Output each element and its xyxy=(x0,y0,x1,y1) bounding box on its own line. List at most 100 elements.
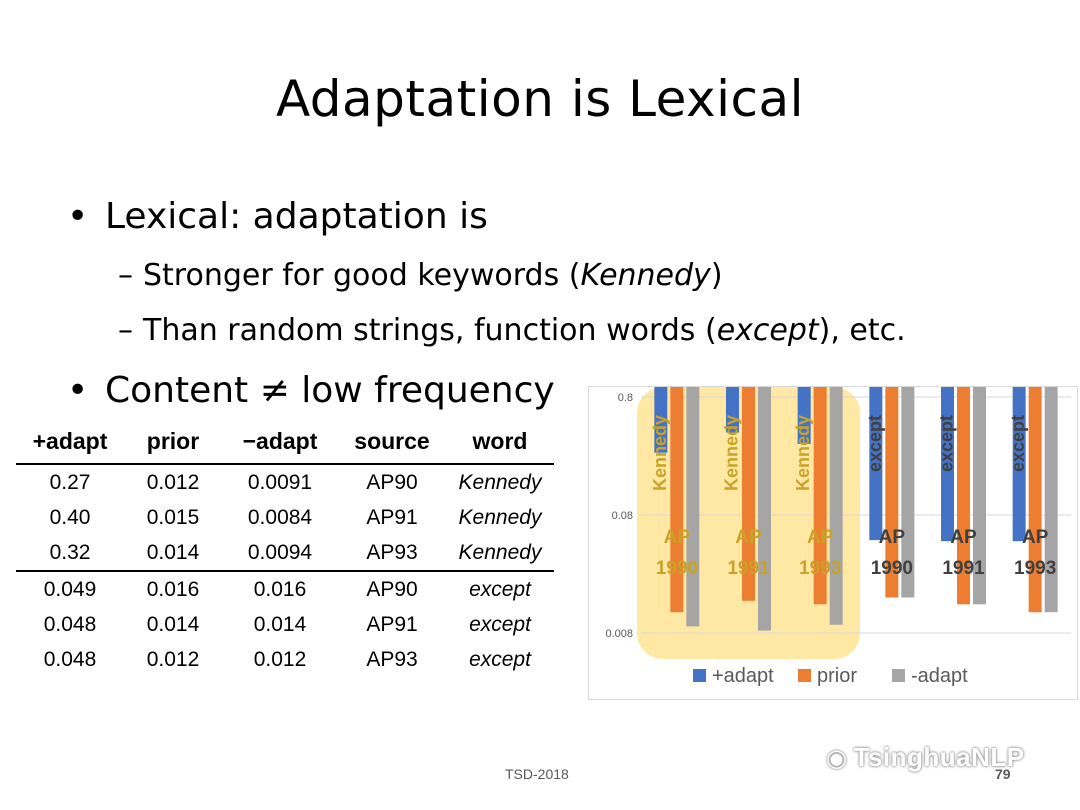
legend-label-prior: prior xyxy=(817,665,857,687)
category-label-line1: AP xyxy=(664,527,691,548)
category-word-label: Kennedy xyxy=(793,415,813,491)
bar-adapt-3 xyxy=(869,387,883,541)
cell-adapt-minus: 0.0084 xyxy=(247,505,313,529)
cell-adapt-plus: 0.048 xyxy=(43,647,97,671)
col-header-prior: prior xyxy=(124,424,222,465)
bullet-text: Lexical: adaptation is xyxy=(105,196,488,237)
bullet-content: • Content ≠ low frequency xyxy=(67,370,555,411)
cell-source: AP91 xyxy=(366,505,418,529)
category-word-label: Kennedy xyxy=(650,415,670,491)
category-label-line1: AP xyxy=(1022,527,1049,548)
bullet-marker: • xyxy=(67,196,89,237)
adaptation-bar-chart: 0.8 0.08 0.008 Kennedy AP 1990 Kennedy AP 1991 Ke… xyxy=(588,386,1078,700)
cell-source: AP90 xyxy=(366,577,418,601)
col-header-word: word xyxy=(446,424,554,465)
cell-source: AP91 xyxy=(366,612,418,636)
legend-swatch-prior xyxy=(798,669,811,682)
col-header-adapt-minus: −adapt xyxy=(222,424,338,465)
sub-bullet-text: Stronger for good keywords ( xyxy=(143,258,581,293)
sub-bullet-text-end: ) xyxy=(710,258,723,293)
bar-prior-1 xyxy=(742,387,755,601)
category-label-line1: AP xyxy=(950,527,977,548)
category-label-line1: AP xyxy=(735,527,762,548)
sub-bullet-dash: – xyxy=(118,313,133,348)
cell-source: AP93 xyxy=(366,647,418,671)
legend-swatch-adapt xyxy=(693,669,706,682)
sub-bullet-than: – Than random strings, function words (ex… xyxy=(118,313,906,348)
bar-adapt-5 xyxy=(1044,387,1058,613)
bar-prior-5 xyxy=(1028,387,1042,613)
cell-prior: 0.012 xyxy=(146,647,200,671)
bar-adapt-0 xyxy=(654,387,668,453)
table-row: 0.048 0.014 0.014 AP91 except xyxy=(16,607,554,642)
cell-adapt-minus: 0.0094 xyxy=(222,535,338,572)
cell-adapt-plus: 0.32 xyxy=(16,535,124,572)
bullet-marker: • xyxy=(67,370,89,411)
category-label-line2: 1993 xyxy=(1014,558,1056,579)
y-tick-label: 0.8 xyxy=(618,392,633,404)
bar-prior-4 xyxy=(957,387,970,605)
sub-bullet-emphasis: except xyxy=(716,313,819,348)
bar-adapt-5 xyxy=(1012,387,1026,542)
slide-title: Adaptation is Lexical xyxy=(275,70,805,128)
category-label-line2: 1991 xyxy=(727,558,770,579)
cell-adapt-minus: 0.0091 xyxy=(247,470,313,494)
table-header-row: +adapt prior −adapt source word xyxy=(16,424,554,465)
y-tick-label: 0.008 xyxy=(605,628,633,640)
cell-adapt-plus: 0.27 xyxy=(49,470,91,494)
bar-adapt-0 xyxy=(686,387,700,627)
category-label-line1: AP xyxy=(807,527,834,548)
bar-adapt-4 xyxy=(973,387,986,605)
category-label-line2: 1990 xyxy=(871,558,913,579)
table-row: 0.27 0.012 0.0091 AP90 Kennedy xyxy=(16,464,554,500)
watermark-text: TsinghuaNLP xyxy=(853,742,1025,772)
sub-bullet-emphasis: Kennedy xyxy=(580,258,711,293)
cell-prior: 0.014 xyxy=(146,612,200,636)
col-header-source: source xyxy=(338,424,446,465)
bar-prior-0 xyxy=(670,387,684,613)
bar-prior-2 xyxy=(813,387,827,605)
cell-word: except xyxy=(469,647,531,671)
table-row: 0.048 0.012 0.012 AP93 except xyxy=(16,642,554,677)
sub-bullet-text: Than random strings, function words ( xyxy=(143,313,717,348)
bar-adapt-4 xyxy=(941,387,954,542)
cell-adapt-plus: 0.049 xyxy=(43,577,97,601)
category-word-label: except xyxy=(865,415,885,472)
cell-adapt-minus: 0.016 xyxy=(253,577,307,601)
bar-adapt-1 xyxy=(758,387,771,631)
cell-word: Kennedy xyxy=(458,505,542,529)
bullet-text: Content ≠ low frequency xyxy=(105,370,555,411)
y-tick-label: 0.08 xyxy=(612,510,633,522)
bullet-lexical: • Lexical: adaptation is xyxy=(67,196,488,237)
category-word-label: except xyxy=(1008,415,1028,472)
cell-word: Kennedy xyxy=(458,470,542,494)
bar-prior-3 xyxy=(885,387,899,598)
watermark: ◉ TsinghuaNLP xyxy=(826,742,1025,773)
bar-adapt-3 xyxy=(901,387,915,598)
sub-bullet-dash: – xyxy=(118,258,133,293)
category-label-line2: 1990 xyxy=(656,558,698,579)
cell-source: AP90 xyxy=(366,470,418,494)
wechat-icon: ◉ xyxy=(826,745,848,772)
legend-label-adapt: -adapt xyxy=(911,665,968,687)
category-label-line1: AP xyxy=(879,527,906,548)
sub-bullet-stronger: – Stronger for good keywords (Kennedy) xyxy=(118,258,723,293)
cell-source: AP93 xyxy=(338,535,446,572)
chart-svg: 0.8 0.08 0.008 Kennedy AP 1990 Kennedy AP 1991 Ke… xyxy=(605,387,1071,687)
category-word-label: Kennedy xyxy=(722,415,742,491)
category-word-label: except xyxy=(937,415,957,472)
cell-word: except xyxy=(469,612,531,636)
page-number: 79 xyxy=(995,766,1011,782)
cell-adapt-minus: 0.012 xyxy=(253,647,307,671)
cell-adapt-plus: 0.40 xyxy=(49,505,91,529)
cell-adapt-plus: 0.048 xyxy=(43,612,97,636)
footer-text: TSD-2018 xyxy=(505,766,569,782)
bar-adapt-2 xyxy=(829,387,843,625)
col-header-adapt-plus: +adapt xyxy=(16,424,124,465)
table-row: 0.32 0.014 0.0094 AP93 Kennedy xyxy=(16,535,554,572)
cell-adapt-minus: 0.014 xyxy=(253,612,307,636)
adaptation-table: +adapt prior −adapt source word 0.27 0.0… xyxy=(16,424,554,677)
cell-word: except xyxy=(469,577,531,601)
legend-label-adapt: +adapt xyxy=(712,665,774,687)
bar-adapt-2 xyxy=(797,387,811,444)
